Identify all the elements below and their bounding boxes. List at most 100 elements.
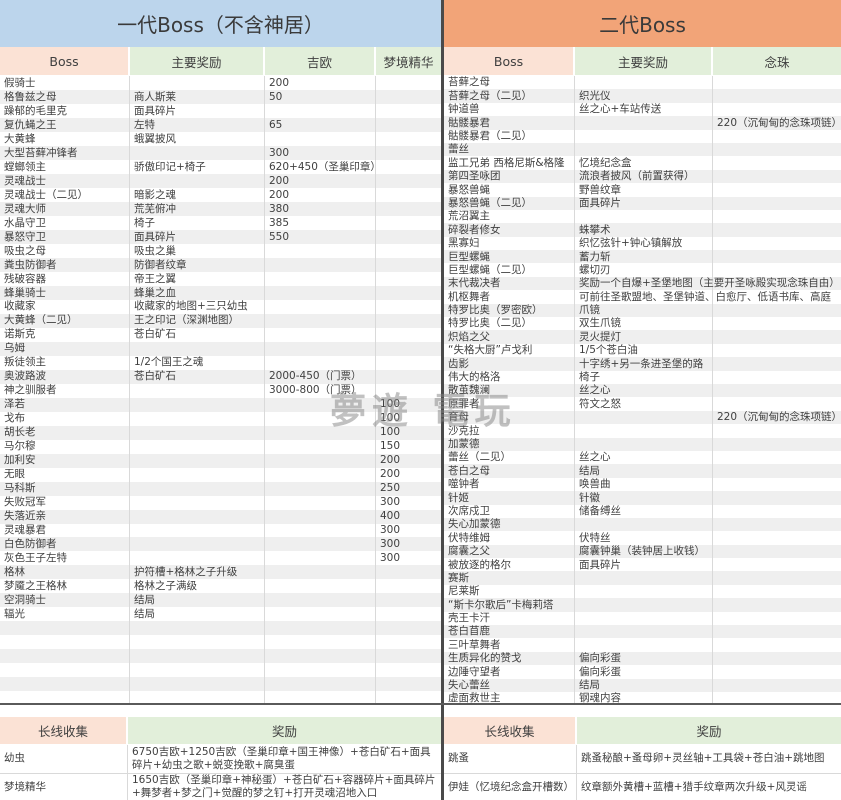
table-cell[interactable]: 格鲁兹之母 <box>0 89 130 104</box>
table-cell[interactable] <box>376 174 441 188</box>
table-cell[interactable] <box>265 243 376 258</box>
table-cell[interactable]: 300 <box>380 524 401 537</box>
table-cell[interactable]: 灵魂大师 <box>0 201 130 216</box>
table-cell[interactable]: 水晶守卫 <box>0 215 130 230</box>
table-cell[interactable]: 特罗比奥（二见） <box>444 317 575 331</box>
table-cell[interactable] <box>376 90 441 104</box>
table-cell[interactable]: 灰色王子左特 <box>0 551 130 566</box>
table-cell[interactable]: 织忆弦针+钟心镇解放 <box>575 236 713 251</box>
table-cell[interactable]: 200 <box>265 187 376 202</box>
table-cell[interactable] <box>130 523 265 538</box>
table-cell[interactable]: 伊娃（忆境纪念盒开槽数） <box>444 773 577 800</box>
table-cell[interactable] <box>130 663 265 678</box>
table-cell[interactable] <box>265 579 376 594</box>
table-cell[interactable]: 苔藓之母（二见） <box>444 89 575 103</box>
table-cell[interactable] <box>575 129 713 143</box>
table-cell[interactable] <box>376 328 441 342</box>
table-cell[interactable]: 王之印记（深渊地图） <box>130 313 265 328</box>
table-cell[interactable]: 伏特维姆 <box>444 531 575 545</box>
table-cell[interactable] <box>713 451 841 464</box>
table-cell[interactable] <box>713 156 841 169</box>
table-cell[interactable] <box>713 290 841 303</box>
column-header[interactable]: 主要奖励 <box>575 47 713 75</box>
table-cell[interactable] <box>0 621 130 636</box>
table-cell[interactable] <box>376 216 441 230</box>
table-cell[interactable] <box>376 272 441 286</box>
table-cell[interactable] <box>130 495 265 510</box>
table-cell[interactable]: 暴怒守卫 <box>0 229 130 244</box>
column-header[interactable]: Boss <box>0 47 130 75</box>
table-cell[interactable] <box>376 342 441 356</box>
table-cell[interactable]: 结局 <box>130 593 265 608</box>
table-cell[interactable] <box>376 384 441 398</box>
table-cell[interactable] <box>265 677 376 692</box>
table-cell[interactable] <box>713 237 841 250</box>
table-cell[interactable] <box>130 341 265 356</box>
table-cell[interactable] <box>130 691 265 706</box>
table-cell[interactable] <box>575 584 713 599</box>
table-cell[interactable] <box>265 397 376 412</box>
table-cell[interactable] <box>265 663 376 678</box>
table-cell[interactable] <box>713 317 841 330</box>
table-cell[interactable] <box>713 223 841 236</box>
table-cell[interactable] <box>575 116 713 130</box>
table-cell[interactable]: 奥波路波 <box>0 369 130 384</box>
table-cell[interactable]: 面具碎片 <box>575 558 713 572</box>
table-cell[interactable]: 暴怒兽蝇 <box>444 183 575 197</box>
table-cell[interactable] <box>130 411 265 426</box>
table-cell[interactable] <box>376 370 441 384</box>
table-cell[interactable] <box>376 649 441 663</box>
table-cell[interactable]: 边陲守望者 <box>444 665 575 679</box>
table-cell[interactable] <box>376 160 441 174</box>
table-cell[interactable] <box>376 565 441 579</box>
table-cell[interactable] <box>265 565 376 580</box>
table-cell[interactable]: 灵魂战士（二见） <box>0 187 130 202</box>
table-cell[interactable]: 第四圣咏团 <box>444 169 575 184</box>
table-cell[interactable] <box>0 677 130 692</box>
table-cell[interactable]: 220（沉甸甸的念珠项链） <box>717 411 841 424</box>
table-cell[interactable]: 暴怒兽蝇（二见） <box>444 196 575 210</box>
table-cell[interactable]: 300 <box>265 145 376 160</box>
table-cell[interactable]: 可前往圣歌盟地、圣堡钟道、白愈厅、低语书库、高庭 <box>575 290 831 304</box>
table-cell[interactable]: 灵火提灯 <box>575 330 713 344</box>
table-cell[interactable] <box>265 537 376 552</box>
column-header[interactable]: Boss <box>444 47 575 75</box>
table-cell[interactable]: 结局 <box>130 607 265 622</box>
table-cell[interactable] <box>575 410 713 425</box>
table-cell[interactable]: 灵魂战士 <box>0 173 130 188</box>
table-cell[interactable] <box>575 437 713 451</box>
table-cell[interactable] <box>376 202 441 216</box>
table-cell[interactable]: 腐囊钟巢（装钟居上收钱） <box>575 544 713 559</box>
table-cell[interactable]: 苔藓之母 <box>444 76 575 90</box>
table-cell[interactable]: 戈布 <box>0 411 130 426</box>
table-cell[interactable]: 200 <box>265 173 376 188</box>
table-cell[interactable]: 乌姆 <box>0 341 130 356</box>
table-cell[interactable] <box>265 523 376 538</box>
table-cell[interactable]: 钢魂内容 <box>575 691 713 706</box>
table-cell[interactable]: 格林 <box>0 565 130 580</box>
table-cell[interactable] <box>713 598 841 611</box>
table-cell[interactable] <box>265 355 376 370</box>
table-cell[interactable] <box>713 679 841 692</box>
table-cell[interactable]: 格林之子满级 <box>130 579 265 594</box>
table-cell[interactable]: 椅子 <box>575 370 713 384</box>
table-cell[interactable] <box>0 691 130 706</box>
column-header[interactable]: 梦境精华 <box>376 47 441 75</box>
table-cell[interactable]: 385 <box>265 215 376 230</box>
table-cell[interactable]: 十字绣+另一条进圣堡的路 <box>575 357 713 371</box>
column-header[interactable]: 奖励 <box>577 717 841 744</box>
table-cell[interactable] <box>713 585 841 598</box>
table-cell[interactable]: 粪虫防御者 <box>0 257 130 272</box>
table-cell[interactable] <box>713 491 841 504</box>
table-cell[interactable]: 跳蚤秘酿+蚤母卵+灵丝轴+工具袋+苍白油+跳地图 <box>581 752 825 765</box>
table-cell[interactable]: 螳螂领主 <box>0 159 130 174</box>
table-cell[interactable]: 苍白矿石 <box>130 327 265 342</box>
table-cell[interactable] <box>575 625 713 639</box>
table-cell[interactable] <box>713 612 841 625</box>
table-cell[interactable]: 蛾翼披风 <box>130 131 265 146</box>
table-cell[interactable]: 100 <box>380 412 401 425</box>
table-cell[interactable] <box>130 383 265 398</box>
table-cell[interactable]: 泽若 <box>0 397 130 412</box>
table-cell[interactable]: 暗影之魂 <box>130 187 265 202</box>
table-cell[interactable]: 纹章额外黄槽+蓝槽+猎手纹章两次升级+风灵谣 <box>581 780 807 793</box>
